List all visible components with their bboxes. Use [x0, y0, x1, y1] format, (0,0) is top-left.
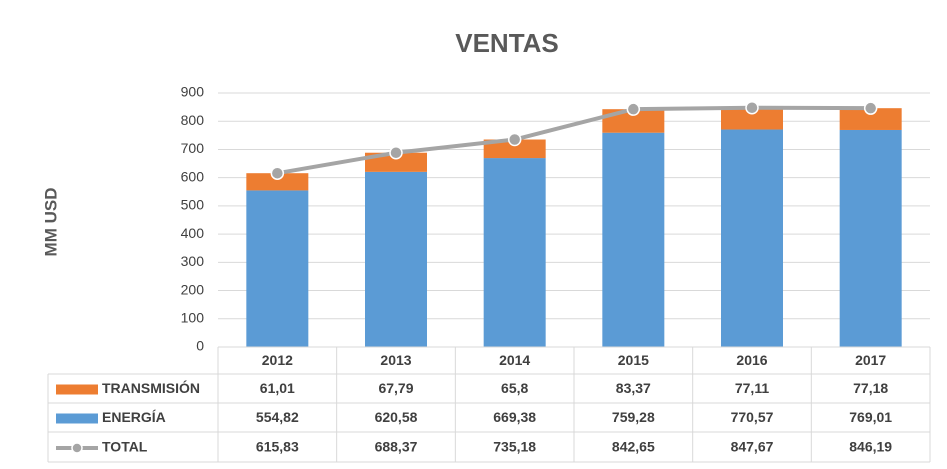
total-marker: [626, 102, 641, 116]
table-value: 83,37: [616, 380, 651, 396]
table-value: 769,01: [849, 409, 892, 425]
bar-segment: [365, 152, 427, 172]
bar-segment: [365, 171, 427, 347]
table-value: 759,28: [612, 409, 655, 425]
table-value: 77,11: [735, 380, 769, 396]
table-value: 688,37: [375, 439, 418, 455]
y-tick-label: 500: [181, 197, 205, 213]
bar-segment: [721, 107, 783, 130]
total-marker: [745, 101, 759, 115]
table-value: 669,38: [493, 409, 536, 425]
table-value: 620,58: [375, 409, 418, 425]
x-tick-label: 2013: [380, 352, 411, 368]
table-value: 61,01: [260, 380, 295, 396]
bar-segment: [483, 139, 546, 159]
table-value: 65,8: [501, 380, 528, 396]
table-value: 846,19: [849, 439, 892, 455]
y-tick-label: 100: [181, 309, 205, 325]
table-value: 735,18: [493, 439, 536, 455]
table-value: 615,83: [256, 439, 299, 455]
x-tick-label: 2015: [618, 352, 649, 368]
x-tick-label: 2012: [262, 352, 293, 368]
bar-segment: [246, 173, 309, 191]
table-value: 842,65: [612, 439, 655, 455]
legend-label: ENERGÍA: [102, 409, 166, 425]
x-tick-label: 2014: [499, 352, 530, 368]
total-marker: [507, 132, 522, 147]
legend-label: TRANSMISIÓN: [102, 379, 200, 396]
bar-segment: [839, 129, 902, 347]
bar-segment: [602, 132, 665, 347]
table-value: 77,18: [853, 380, 888, 396]
total-marker: [389, 145, 403, 160]
bar-segment: [246, 190, 309, 347]
total-marker: [863, 101, 878, 115]
y-tick-label: 300: [181, 253, 205, 269]
legend-swatch: [56, 384, 98, 395]
bar-segment: [839, 108, 902, 130]
total-marker: [270, 166, 285, 180]
x-tick-label: 2016: [736, 352, 767, 368]
y-axis-label: MM USD: [41, 188, 60, 257]
legend-swatch: [56, 413, 98, 424]
bar-segment: [483, 158, 546, 347]
x-tick-label: 2017: [855, 352, 886, 368]
y-tick-label: 0: [196, 338, 204, 354]
y-tick-label: 800: [181, 112, 205, 128]
chart-title: VENTAS: [455, 28, 559, 58]
y-tick-label: 600: [181, 168, 205, 184]
table-value: 847,67: [731, 439, 774, 455]
y-tick-label: 900: [181, 84, 205, 100]
legend-label: TOTAL: [102, 439, 148, 455]
y-tick-label: 700: [181, 140, 205, 156]
bar-segment: [721, 129, 783, 347]
y-tick-label: 400: [181, 225, 205, 241]
total-line: [276, 105, 871, 176]
table-value: 770,57: [731, 409, 774, 425]
table-value: 67,79: [378, 380, 413, 396]
y-tick-label: 200: [181, 281, 205, 297]
legend-marker: [71, 442, 83, 454]
table-value: 554,82: [256, 409, 299, 425]
